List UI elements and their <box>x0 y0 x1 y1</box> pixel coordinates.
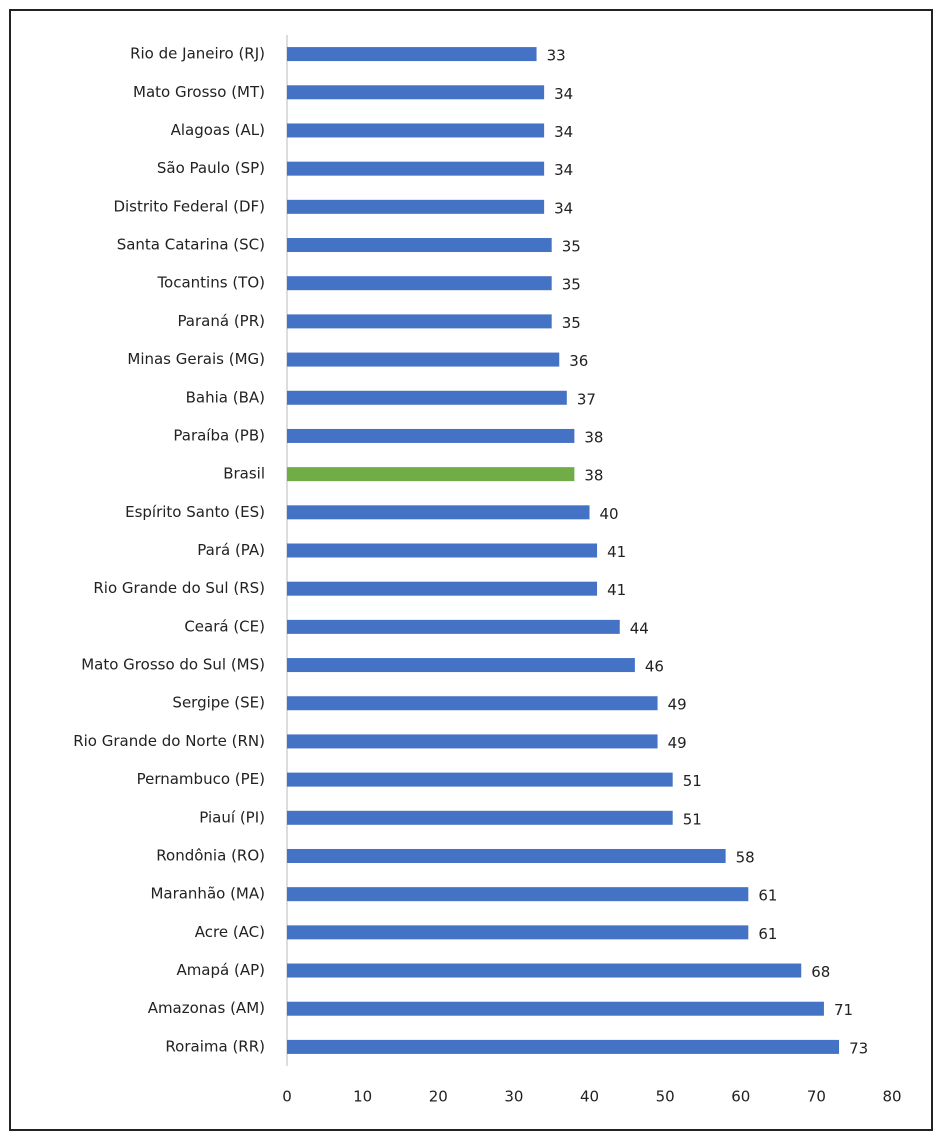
data-label: 34 <box>554 85 573 103</box>
data-label: 38 <box>584 428 603 446</box>
bar <box>287 581 598 596</box>
data-label: 37 <box>577 390 596 408</box>
data-label: 35 <box>562 238 581 256</box>
bar <box>287 810 673 825</box>
y-tick-label: Tocantins (TO) <box>156 274 265 292</box>
data-label: 58 <box>736 848 755 866</box>
bar <box>287 887 749 902</box>
y-tick-label: Amazonas (AM) <box>148 999 265 1017</box>
y-tick-label: Mato Grosso do Sul (MS) <box>81 656 265 674</box>
data-label: 40 <box>600 505 619 523</box>
bar <box>287 276 552 291</box>
data-label: 33 <box>547 47 566 65</box>
x-tick-label: 30 <box>504 1088 523 1106</box>
y-tick-label: Santa Catarina (SC) <box>117 236 265 254</box>
data-label: 44 <box>630 619 649 637</box>
bar <box>287 314 552 329</box>
data-label: 34 <box>554 161 573 179</box>
data-label: 41 <box>607 543 626 561</box>
data-label: 68 <box>811 963 830 981</box>
data-label: 34 <box>554 123 573 141</box>
x-tick-label: 80 <box>882 1088 901 1106</box>
bar <box>287 619 620 634</box>
bar <box>287 199 545 214</box>
y-tick-label: Espírito Santo (ES) <box>125 503 265 521</box>
data-label: 51 <box>683 810 702 828</box>
y-tick-label: Paraíba (PB) <box>173 426 265 444</box>
data-label: 35 <box>562 314 581 332</box>
y-tick-label: Ceará (CE) <box>184 617 265 635</box>
bar <box>287 963 802 978</box>
bar <box>287 543 598 558</box>
data-label: 61 <box>758 925 777 943</box>
data-label: 49 <box>668 696 687 714</box>
bar <box>287 428 575 443</box>
x-tick-label: 60 <box>731 1088 750 1106</box>
data-label: 35 <box>562 276 581 294</box>
y-tick-label: São Paulo (SP) <box>157 159 265 177</box>
y-tick-label: Sergipe (SE) <box>172 694 265 712</box>
bar <box>287 505 590 520</box>
data-label: 38 <box>584 467 603 485</box>
bar <box>287 161 545 176</box>
y-tick-label: Piauí (PI) <box>199 808 265 826</box>
y-tick-label: Rio de Janeiro (RJ) <box>130 45 265 63</box>
data-label: 34 <box>554 199 573 217</box>
bar <box>287 1001 824 1016</box>
y-tick-label: Pará (PA) <box>197 541 265 559</box>
bar <box>287 47 537 62</box>
y-tick-label: Pernambuco (PE) <box>137 770 265 788</box>
bar <box>287 85 545 100</box>
bar <box>287 696 658 711</box>
x-tick-label: 50 <box>656 1088 675 1106</box>
data-label: 73 <box>849 1039 868 1057</box>
data-label: 41 <box>607 581 626 599</box>
x-tick-label: 10 <box>353 1088 372 1106</box>
data-label: 49 <box>668 734 687 752</box>
y-tick-label: Mato Grosso (MT) <box>133 83 265 101</box>
y-tick-label: Rio Grande do Norte (RN) <box>73 732 265 750</box>
data-label: 51 <box>683 772 702 790</box>
bar <box>287 658 635 673</box>
bar <box>287 123 545 138</box>
y-tick-label: Rio Grande do Sul (RS) <box>93 579 265 597</box>
bar <box>287 772 673 787</box>
bar <box>287 848 726 863</box>
data-label: 36 <box>569 352 588 370</box>
data-label: 71 <box>834 1001 853 1019</box>
bar <box>287 467 575 482</box>
x-tick-label: 70 <box>807 1088 826 1106</box>
y-tick-label: Rondônia (RO) <box>156 846 265 864</box>
x-tick-label: 40 <box>580 1088 599 1106</box>
bar <box>287 352 560 367</box>
y-tick-label: Minas Gerais (MG) <box>127 350 265 368</box>
x-tick-label: 20 <box>429 1088 448 1106</box>
bar <box>287 390 567 405</box>
y-tick-label: Maranhão (MA) <box>150 885 265 903</box>
bar <box>287 1039 840 1054</box>
y-tick-label: Bahia (BA) <box>186 388 265 406</box>
y-tick-label: Brasil <box>223 465 265 483</box>
y-tick-label: Distrito Federal (DF) <box>113 197 265 215</box>
data-label: 46 <box>645 658 664 676</box>
x-tick-label: 0 <box>282 1088 292 1106</box>
chart-frame <box>9 9 933 1131</box>
y-tick-label: Paraná (PR) <box>177 312 265 330</box>
bar <box>287 925 749 940</box>
y-tick-label: Acre (AC) <box>195 923 265 941</box>
y-tick-label: Amapá (AP) <box>176 961 265 979</box>
bar <box>287 734 658 749</box>
bar <box>287 238 552 253</box>
data-label: 61 <box>758 887 777 905</box>
y-tick-label: Alagoas (AL) <box>171 121 265 139</box>
y-tick-label: Roraima (RR) <box>165 1037 265 1055</box>
